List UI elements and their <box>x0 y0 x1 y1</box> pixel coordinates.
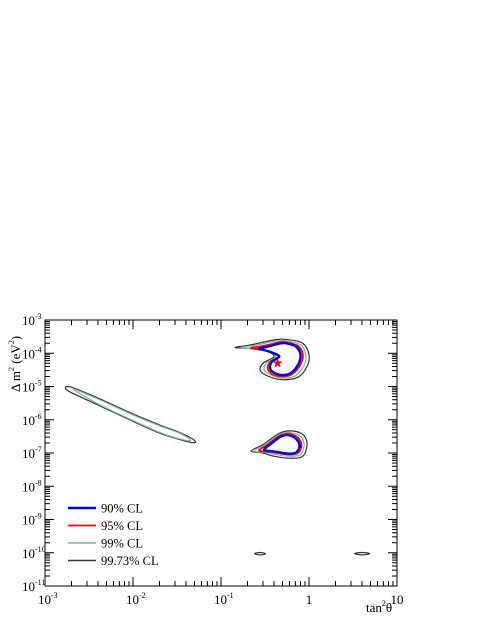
y-tick-label: 10-5 <box>22 379 42 395</box>
contour-layer <box>64 338 371 556</box>
legend-label: 99.73% CL <box>101 554 159 568</box>
x-tick-label: 10-2 <box>126 591 146 607</box>
y-tick-label: 10-8 <box>22 478 42 494</box>
y-tick-labels: 10-11 10-10 10-9 10-8 10-7 10-6 10-5 10-4 10-3 <box>22 312 46 594</box>
contour-90-cl <box>263 433 301 455</box>
y-tick-label: 10-10 <box>22 545 46 561</box>
x-tick-label: 10-1 <box>214 591 234 607</box>
y-tick-label: 10-6 <box>22 412 42 428</box>
axis-ticks <box>44 319 398 587</box>
x-axis-title: tan2θ <box>366 599 392 615</box>
x-tick-label: 1 <box>306 592 313 607</box>
x-tick-label: 10 <box>391 592 404 607</box>
plot-frame <box>44 319 398 587</box>
best-fit-layer <box>272 358 283 368</box>
legend: 90% CL 95% CL 99% CL 99.73% CL <box>68 502 159 568</box>
y-tick-label: 10-11 <box>22 578 45 594</box>
contour-99-73-cl <box>253 551 267 556</box>
y-tick-label: 10-3 <box>22 312 42 328</box>
contour-90-cl <box>257 341 302 377</box>
x-tick-labels: 10-3 10-2 10-1 1 10 <box>38 591 404 607</box>
x-tick-label: 10-3 <box>38 591 58 607</box>
legend-label: 90% CL <box>101 502 143 516</box>
y-axis-title: Δ m2 (eV2) <box>7 336 23 392</box>
contour-99-cl <box>72 388 192 442</box>
y-tick-label: 10-4 <box>22 345 42 361</box>
legend-label: 95% CL <box>101 519 143 533</box>
contour-99-73-cl <box>354 551 371 556</box>
y-tick-label: 10-9 <box>22 512 42 528</box>
best-fit-star-marker <box>272 358 283 368</box>
y-tick-label: 10-7 <box>22 445 42 461</box>
contour-99-cl <box>253 431 305 457</box>
contour-99-73-cl <box>250 430 308 459</box>
contour-99-73-cl <box>64 385 197 444</box>
legend-label: 99% CL <box>101 537 143 551</box>
